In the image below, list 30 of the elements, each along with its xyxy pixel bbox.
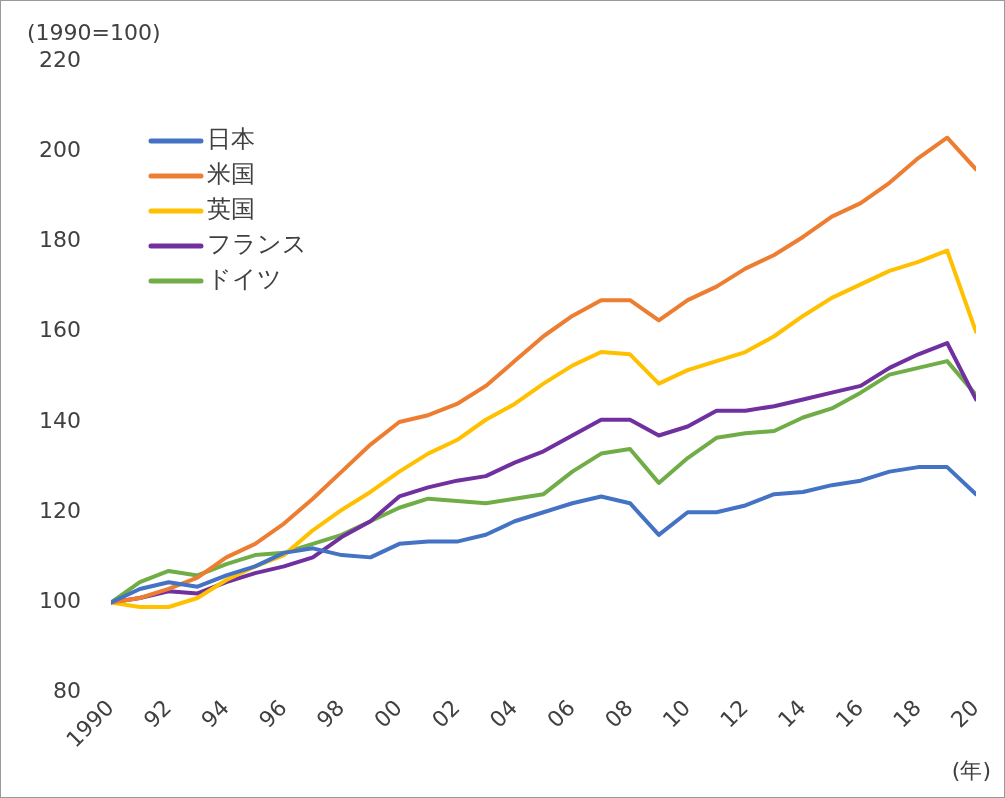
y-axis-title: (1990=100)	[27, 19, 161, 45]
y-tick-label: 120	[38, 497, 81, 523]
x-tick-label: 06	[542, 694, 580, 733]
y-tick-label: 200	[38, 136, 81, 162]
x-tick-label: 12	[715, 694, 753, 733]
x-tick-label: 98	[311, 694, 350, 733]
legend-label: 米国	[206, 160, 255, 189]
x-tick-label: 92	[138, 694, 177, 733]
x-tick-label: 08	[600, 694, 638, 733]
y-tick-label: 180	[38, 227, 81, 253]
x-tick-label: 96	[254, 694, 292, 733]
x-axis-title: (年)	[951, 757, 991, 783]
x-tick-label: 10	[657, 694, 696, 733]
y-tick-label: 80	[52, 678, 81, 704]
y-tick-label: 100	[38, 588, 81, 614]
x-tick-label: 00	[369, 694, 407, 733]
legend-label: フランス	[206, 230, 307, 259]
legend-label: ドイツ	[206, 265, 282, 294]
y-tick-label: 160	[38, 317, 81, 343]
x-tick-label: 14	[773, 694, 811, 733]
legend-label: 英国	[206, 195, 255, 224]
x-tick-label: 02	[427, 694, 465, 733]
legend-label: 日本	[206, 125, 255, 154]
x-tick-label: 94	[196, 694, 234, 733]
x-tick-label: 04	[484, 694, 523, 733]
y-tick-label: 220	[38, 46, 81, 72]
y-tick-label: 140	[38, 407, 81, 433]
x-tick-label: 20	[946, 694, 984, 733]
x-tick-label: 18	[888, 694, 926, 733]
x-tick-label: 16	[830, 694, 869, 733]
